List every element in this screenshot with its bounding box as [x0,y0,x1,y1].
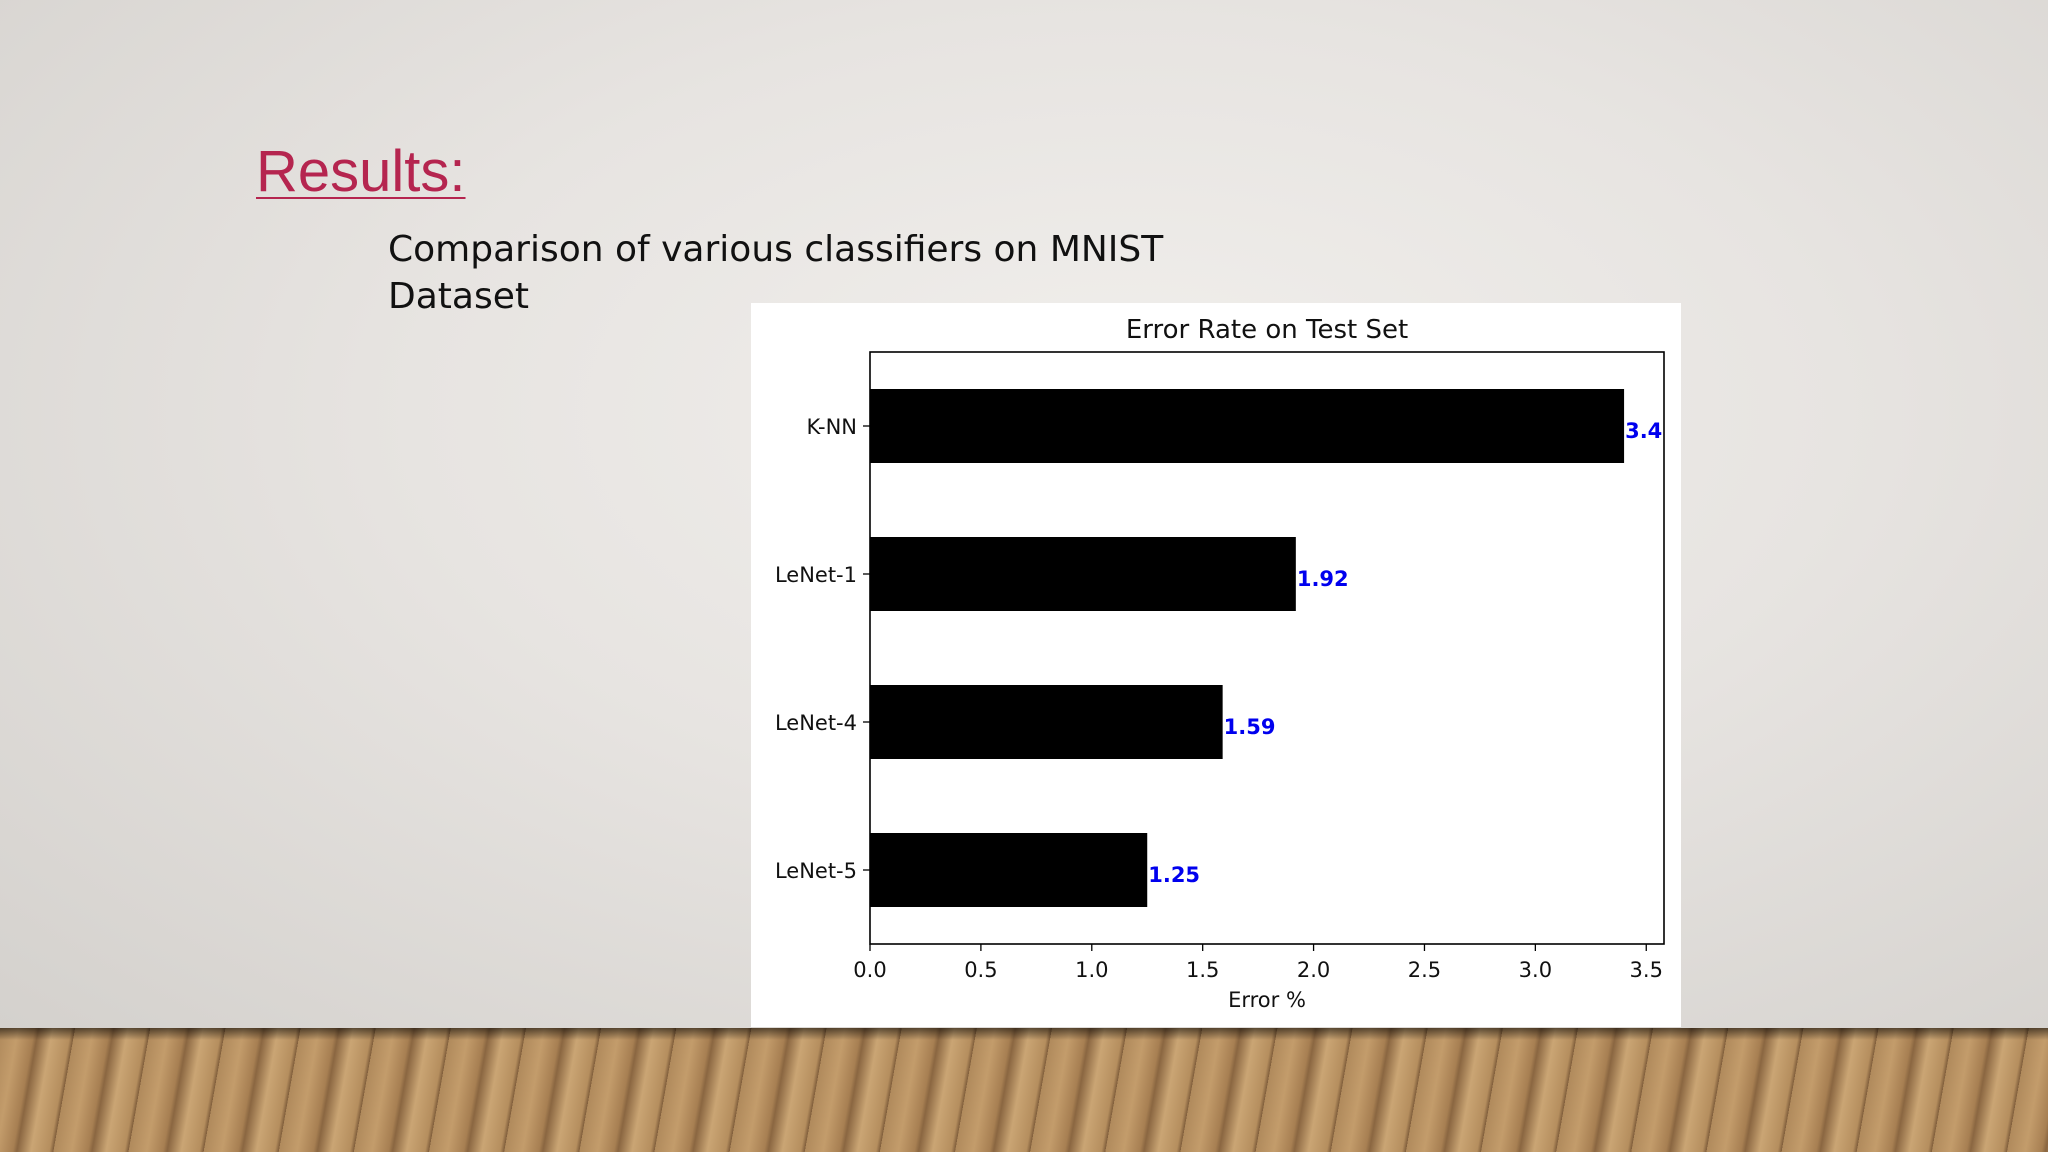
bar-chart: Error Rate on Test Set 3.4 K-NN 1.92 LeNet-1… [775,315,1665,1012]
wood-floor-decoration [0,1028,2048,1152]
data-label: 1.92 [1297,567,1349,591]
x-tick-label: 2.5 [1408,958,1441,982]
x-tick-label: 3.0 [1519,958,1552,982]
x-tick-label: 0.0 [853,958,886,982]
x-tick-label: 1.0 [1075,958,1108,982]
data-label: 3.4 [1625,419,1662,443]
bar-lenet-4 [870,685,1223,759]
chart-title: Error Rate on Test Set [1126,315,1408,345]
x-tick-label: 0.5 [964,958,997,982]
bar-lenet-5 [870,833,1148,907]
y-tick-label: LeNet-5 [775,859,857,883]
slide-title: Results: [256,139,466,204]
x-tick-label: 3.5 [1630,958,1663,982]
y-tick-label: LeNet-1 [775,563,857,587]
data-label: 1.25 [1148,863,1200,887]
slide-subtitle: Comparison of various classifiers on MNI… [388,229,1164,317]
x-tick-label: 1.5 [1186,958,1219,982]
x-axis-label: Error % [1228,988,1306,1012]
data-label: 1.59 [1224,715,1276,739]
chart-card: Error Rate on Test Set 3.4 K-NN 1.92 LeNet-1… [751,303,1681,1027]
y-tick-label: LeNet-4 [775,711,857,735]
bar-k-nn [870,389,1625,463]
plot-frame [869,351,1665,945]
bar-lenet-1 [870,537,1296,611]
x-tick-label: 2.0 [1297,958,1330,982]
y-tick-label: K-NN [806,415,857,439]
